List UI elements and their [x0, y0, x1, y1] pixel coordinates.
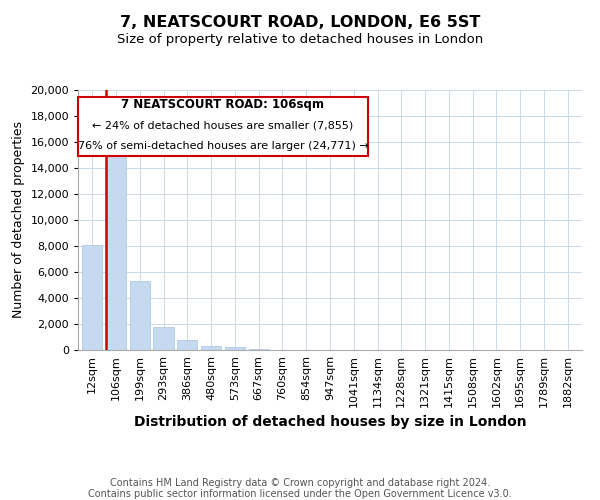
Bar: [201, 346, 221, 350]
Bar: [130, 281, 150, 350]
X-axis label: Distribution of detached houses by size in London: Distribution of detached houses by size …: [134, 416, 526, 430]
Text: 76% of semi-detached houses are larger (24,771) →: 76% of semi-detached houses are larger (…: [77, 141, 368, 151]
Text: Size of property relative to detached houses in London: Size of property relative to detached ho…: [117, 32, 483, 46]
Bar: [154, 328, 173, 350]
Y-axis label: Number of detached properties: Number of detached properties: [12, 122, 25, 318]
Bar: [248, 348, 269, 350]
Bar: [82, 244, 103, 350]
Text: ← 24% of detached houses are smaller (7,855): ← 24% of detached houses are smaller (7,…: [92, 120, 353, 130]
Bar: [106, 136, 126, 350]
Text: Contains HM Land Registry data © Crown copyright and database right 2024.: Contains HM Land Registry data © Crown c…: [110, 478, 490, 488]
Bar: [225, 348, 245, 350]
FancyBboxPatch shape: [78, 96, 368, 156]
Text: Contains public sector information licensed under the Open Government Licence v3: Contains public sector information licen…: [88, 489, 512, 499]
Text: 7, NEATSCOURT ROAD, LONDON, E6 5ST: 7, NEATSCOURT ROAD, LONDON, E6 5ST: [120, 15, 480, 30]
Text: 7 NEATSCOURT ROAD: 106sqm: 7 NEATSCOURT ROAD: 106sqm: [121, 98, 325, 111]
Bar: [177, 340, 197, 350]
